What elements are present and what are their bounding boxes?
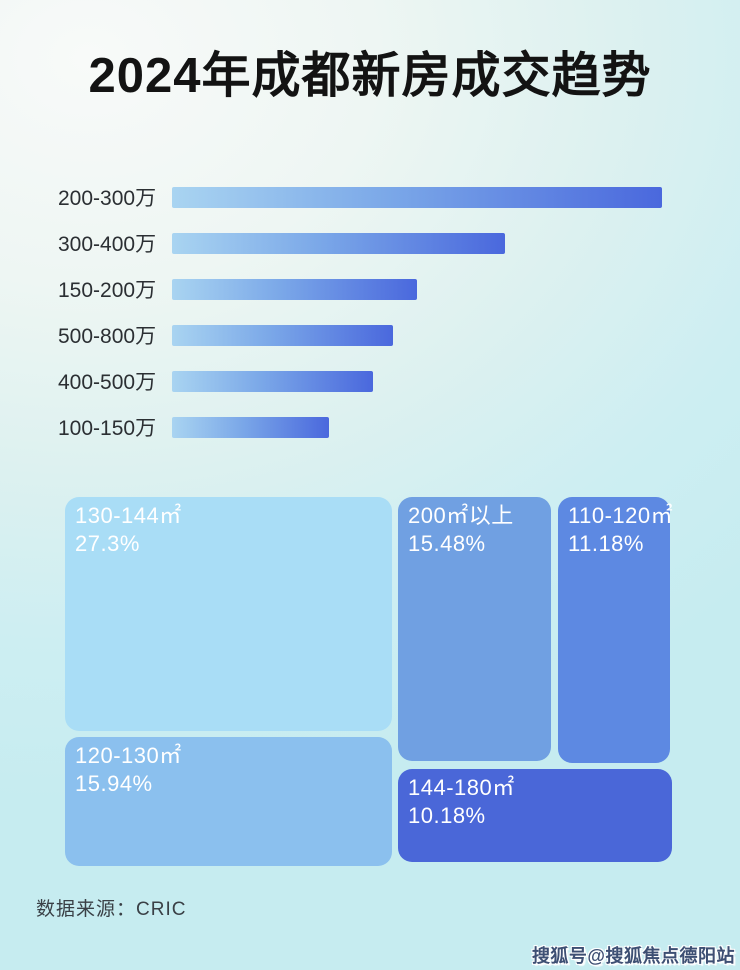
bar-200-300: [172, 186, 662, 208]
watermark: 搜狐号@搜狐焦点德阳站: [531, 946, 735, 966]
bar-track: [172, 278, 662, 300]
tile-percent-label: 15.48%: [408, 531, 486, 557]
bar-category-label: 150-200万: [58, 279, 157, 302]
treemap-tile-120-130: 120-130㎡ 15.94%: [65, 737, 392, 866]
area-size-treemap: 130-144㎡ 27.3% 200㎡以上 15.48% 110-120㎡ 11…: [65, 497, 676, 866]
treemap-tile-110-120: 110-120㎡ 11.18%: [558, 497, 674, 763]
source-note: 数据来源：CRIC: [36, 899, 187, 920]
treemap-tile-200-plus: 200㎡以上 15.48%: [398, 497, 551, 761]
bar-track: [172, 186, 662, 208]
tile-range-label: 130-144㎡: [75, 503, 182, 528]
bar-row-100-150: 100-150万: [58, 416, 662, 440]
bar-row-400-500: 400-500万: [58, 370, 662, 394]
tile-range-label: 200㎡以上: [408, 503, 514, 528]
tile-range-label: 144-180㎡: [408, 775, 515, 800]
bar-row-300-400: 300-400万: [58, 232, 662, 256]
bar-category-label: 100-150万: [58, 417, 157, 440]
tile-percent-label: 15.94%: [75, 771, 153, 797]
bar-500-800: [172, 324, 393, 346]
treemap-tile-144-180: 144-180㎡ 10.18%: [398, 769, 672, 862]
tile-range-label: 120-130㎡: [75, 743, 182, 768]
bar-category-label: 200-300万: [58, 187, 157, 210]
bar-150-200: [172, 278, 417, 300]
bar-row-150-200: 150-200万: [58, 278, 662, 302]
bar-track: [172, 370, 662, 392]
treemap-tile-130-144: 130-144㎡ 27.3%: [65, 497, 392, 731]
bar-row-500-800: 500-800万: [58, 324, 662, 348]
bar-track: [172, 232, 662, 254]
price-range-bar-chart: 200-300万 300-400万 150-200万 500-800万 400-…: [58, 186, 662, 440]
tile-range-label: 110-120㎡: [568, 503, 674, 528]
bar-100-150: [172, 416, 329, 438]
tile-percent-label: 27.3%: [75, 531, 140, 557]
bar-category-label: 500-800万: [58, 325, 157, 348]
tile-percent-label: 11.18%: [568, 531, 644, 557]
bar-row-200-300: 200-300万: [58, 186, 662, 210]
bar-category-label: 400-500万: [58, 371, 157, 394]
bar-track: [172, 324, 662, 346]
bar-category-label: 300-400万: [58, 233, 157, 256]
page-title: 2024年成都新房成交趋势: [88, 49, 652, 103]
bar-400-500: [172, 370, 373, 392]
tile-percent-label: 10.18%: [408, 803, 486, 829]
bar-300-400: [172, 232, 506, 254]
bar-track: [172, 416, 662, 438]
